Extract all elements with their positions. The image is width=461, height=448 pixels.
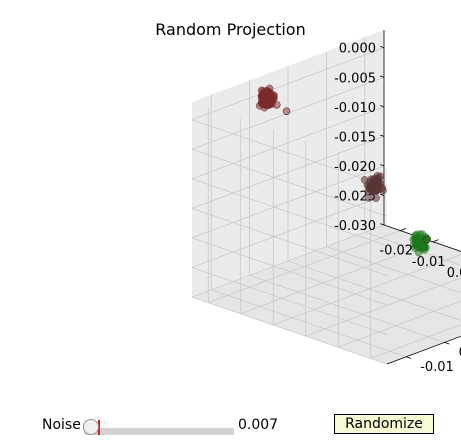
cluster-1-point xyxy=(259,95,267,103)
controls-bar: Noise 0.007 Randomize xyxy=(0,405,461,445)
x-tick-label: -0.02 xyxy=(379,244,413,259)
outlier-point xyxy=(423,235,431,244)
cluster-2-point xyxy=(360,176,369,184)
grid-line-x xyxy=(370,324,461,359)
cluster-2-point xyxy=(371,183,380,192)
y-tick-label: 0.00 xyxy=(459,345,461,360)
z-tick xyxy=(379,75,385,78)
z-tick xyxy=(379,46,385,49)
grid-line-z xyxy=(191,178,388,247)
z-tick xyxy=(379,193,385,196)
grid-line-y xyxy=(287,260,461,321)
noise-slider-track[interactable] xyxy=(84,428,234,435)
noise-label: Noise xyxy=(42,417,81,433)
z-tick-label: 0.000 xyxy=(339,42,376,57)
cluster-1-point xyxy=(270,91,278,100)
grid-line-y xyxy=(249,275,445,343)
y-axis-line xyxy=(386,335,461,365)
noise-value: 0.007 xyxy=(238,417,279,433)
randomize-button[interactable]: Randomize xyxy=(334,414,434,434)
grid-line-z xyxy=(191,237,388,306)
cluster-1-point xyxy=(266,98,274,107)
scatter-3d-plot[interactable]: -0.02-0.010.000.010.020.03-0.010.000.010… xyxy=(0,0,461,400)
x-tick xyxy=(432,239,439,243)
grid-lines xyxy=(191,37,461,365)
grid-line-z xyxy=(191,207,388,276)
grid-line-z xyxy=(191,296,388,365)
pane-floor xyxy=(192,225,461,364)
outlier-point xyxy=(273,101,281,109)
grid-line-z xyxy=(191,195,385,268)
z-tick xyxy=(379,223,385,226)
outlier-point xyxy=(282,107,291,115)
y-tick-label: -0.01 xyxy=(420,360,454,375)
z-tick xyxy=(379,105,385,108)
x-tick-label: 0.00 xyxy=(447,266,461,281)
y-tick xyxy=(444,342,450,345)
z-tick-label: -0.010 xyxy=(334,101,376,116)
grid-line-y xyxy=(364,231,461,266)
y-tick xyxy=(406,356,412,359)
grid-line-y xyxy=(211,289,407,358)
z-tick xyxy=(379,134,385,137)
grid-line-y xyxy=(326,246,461,294)
grid-line-z xyxy=(191,135,385,209)
z-tick-label: -0.005 xyxy=(334,71,376,86)
data-points xyxy=(255,84,431,257)
grid-line-z xyxy=(191,148,388,217)
grid-line-z xyxy=(191,119,388,188)
grid-line-z xyxy=(191,165,385,239)
grid-line-z xyxy=(191,224,385,298)
z-tick-label: -0.020 xyxy=(334,160,376,175)
cluster-2-point xyxy=(372,194,380,202)
grid-line-z xyxy=(191,47,385,121)
z-tick-label: -0.015 xyxy=(334,130,376,145)
z-tick xyxy=(379,164,385,167)
grid-line-z xyxy=(191,267,388,335)
x-tick-label: -0.01 xyxy=(412,255,446,270)
grid-line-z xyxy=(191,106,385,180)
tick-labels: -0.02-0.010.000.010.020.03-0.010.000.010… xyxy=(334,42,461,375)
noise-slider-handle[interactable] xyxy=(83,419,99,435)
chart-title: Random Projection xyxy=(155,20,306,39)
cluster-3-point xyxy=(414,235,423,244)
cluster-2-point xyxy=(364,194,373,202)
x-tick xyxy=(400,228,407,231)
z-tick-label: -0.030 xyxy=(334,219,376,234)
